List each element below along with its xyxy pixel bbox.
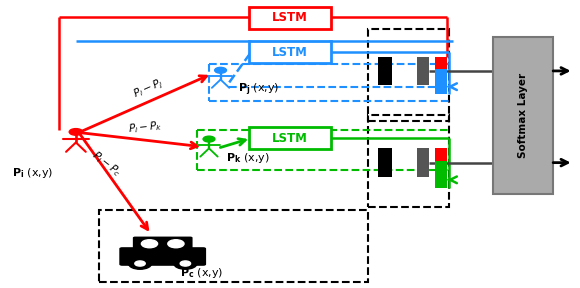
Text: $\mathbf{P_k}$ (x,y): $\mathbf{P_k}$ (x,y) [226,151,270,165]
Circle shape [135,261,145,266]
FancyBboxPatch shape [249,7,331,29]
Circle shape [128,258,151,269]
Bar [378,56,393,85]
Text: $\mathbf{P_j}$ (x,y): $\mathbf{P_j}$ (x,y) [238,82,279,98]
Circle shape [168,240,184,248]
Circle shape [215,67,226,73]
FancyBboxPatch shape [249,41,331,63]
Bar [434,148,447,161]
FancyBboxPatch shape [119,247,206,266]
Circle shape [203,136,215,142]
Circle shape [174,258,197,269]
Text: $P_i - P_k$: $P_i - P_k$ [128,119,163,136]
FancyBboxPatch shape [493,37,553,194]
Text: $\mathbf{P_c}$ (x,y): $\mathbf{P_c}$ (x,y) [180,266,223,280]
Bar [378,148,393,177]
Bar [417,148,429,177]
Bar [434,69,447,94]
Text: LSTM: LSTM [272,46,308,59]
Text: LSTM: LSTM [272,12,308,24]
Circle shape [69,129,82,135]
FancyBboxPatch shape [133,236,193,250]
FancyBboxPatch shape [249,127,331,149]
Bar [434,161,447,188]
Text: $P_i - P_j$: $P_i - P_j$ [131,75,166,101]
Circle shape [142,240,158,248]
Text: LSTM: LSTM [272,132,308,145]
Text: $\mathbf{P_i}$ (x,y): $\mathbf{P_i}$ (x,y) [12,166,53,179]
Circle shape [180,261,191,266]
Text: $P_i - P_c$: $P_i - P_c$ [89,148,124,179]
Text: Softmax Layer: Softmax Layer [518,73,528,158]
Bar [417,56,429,85]
Bar [434,56,447,69]
